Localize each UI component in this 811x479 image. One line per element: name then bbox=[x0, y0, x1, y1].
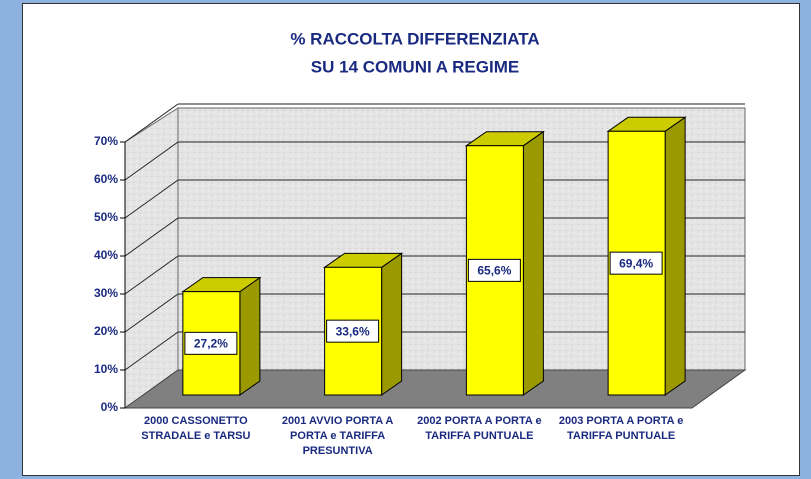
data-label: 27,2% bbox=[194, 336, 228, 350]
y-tick-label: 60% bbox=[94, 172, 118, 186]
grid-line bbox=[124, 331, 179, 371]
chart-title: % RACCOLTA DIFFERENZIATA bbox=[290, 29, 539, 48]
floor bbox=[123, 369, 747, 409]
data-label-box bbox=[184, 331, 238, 355]
grid-line bbox=[124, 103, 179, 143]
grid-line bbox=[124, 141, 179, 181]
y-tick-label: 10% bbox=[94, 362, 118, 376]
bar-side bbox=[522, 130, 544, 396]
data-label: 65,6% bbox=[477, 264, 511, 278]
grid-line bbox=[124, 293, 179, 333]
y-tick-label: 30% bbox=[94, 286, 118, 300]
x-tick-label: 2003 PORTA A PORTA e TARIFFA PUNTUALE bbox=[558, 415, 684, 442]
bar-side bbox=[239, 276, 261, 396]
data-label-box bbox=[326, 319, 380, 343]
y-tick-label: 50% bbox=[94, 210, 118, 224]
grid-line bbox=[124, 217, 179, 257]
grid-line bbox=[124, 179, 179, 219]
data-label: 33,6% bbox=[336, 324, 370, 338]
x-tick-label: 2000 CASSONETTO STRADALE e TARSU bbox=[141, 415, 251, 442]
chart-title: SU 14 COMUNI A REGIME bbox=[311, 57, 519, 76]
side-wall bbox=[124, 107, 179, 409]
data-label-box bbox=[609, 251, 663, 275]
bar-side bbox=[381, 252, 403, 396]
y-tick-label: 40% bbox=[94, 248, 118, 262]
bar-side bbox=[664, 116, 686, 396]
data-label-box bbox=[467, 258, 521, 282]
x-tick-label: 2001 AVVIO PORTA A PORTA e TARIFFA PRESU… bbox=[281, 415, 394, 457]
y-tick-label: 20% bbox=[94, 324, 118, 338]
x-tick-label: 2002 PORTA A PORTA e TARIFFA PUNTUALE bbox=[417, 415, 542, 442]
data-label: 69,4% bbox=[619, 256, 653, 270]
y-tick-label: 0% bbox=[101, 400, 119, 414]
y-tick-label: 70% bbox=[94, 134, 118, 148]
grid-line bbox=[124, 255, 179, 295]
